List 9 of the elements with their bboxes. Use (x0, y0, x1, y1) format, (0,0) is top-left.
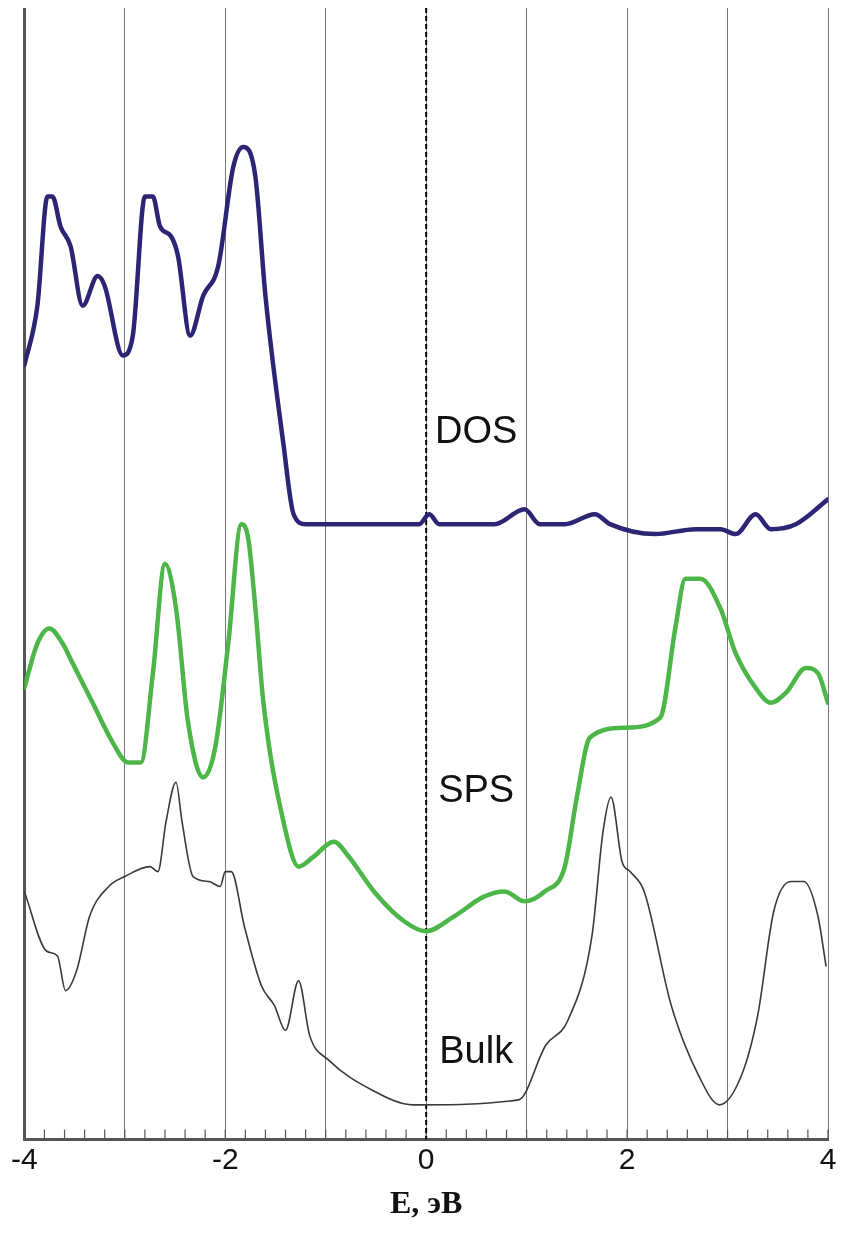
x-tick-label: -2 (211, 1141, 239, 1175)
x-tick-label: -4 (10, 1141, 38, 1175)
x-tick-label: 4 (819, 1141, 837, 1175)
x-tick-label: 2 (618, 1141, 636, 1175)
x-tick-label: 0 (417, 1141, 435, 1175)
series-label: DOS (434, 408, 518, 451)
series-label: SPS (438, 767, 515, 810)
x-axis-title: E, эВ (389, 1184, 463, 1221)
series-label: Bulk (439, 1029, 515, 1072)
